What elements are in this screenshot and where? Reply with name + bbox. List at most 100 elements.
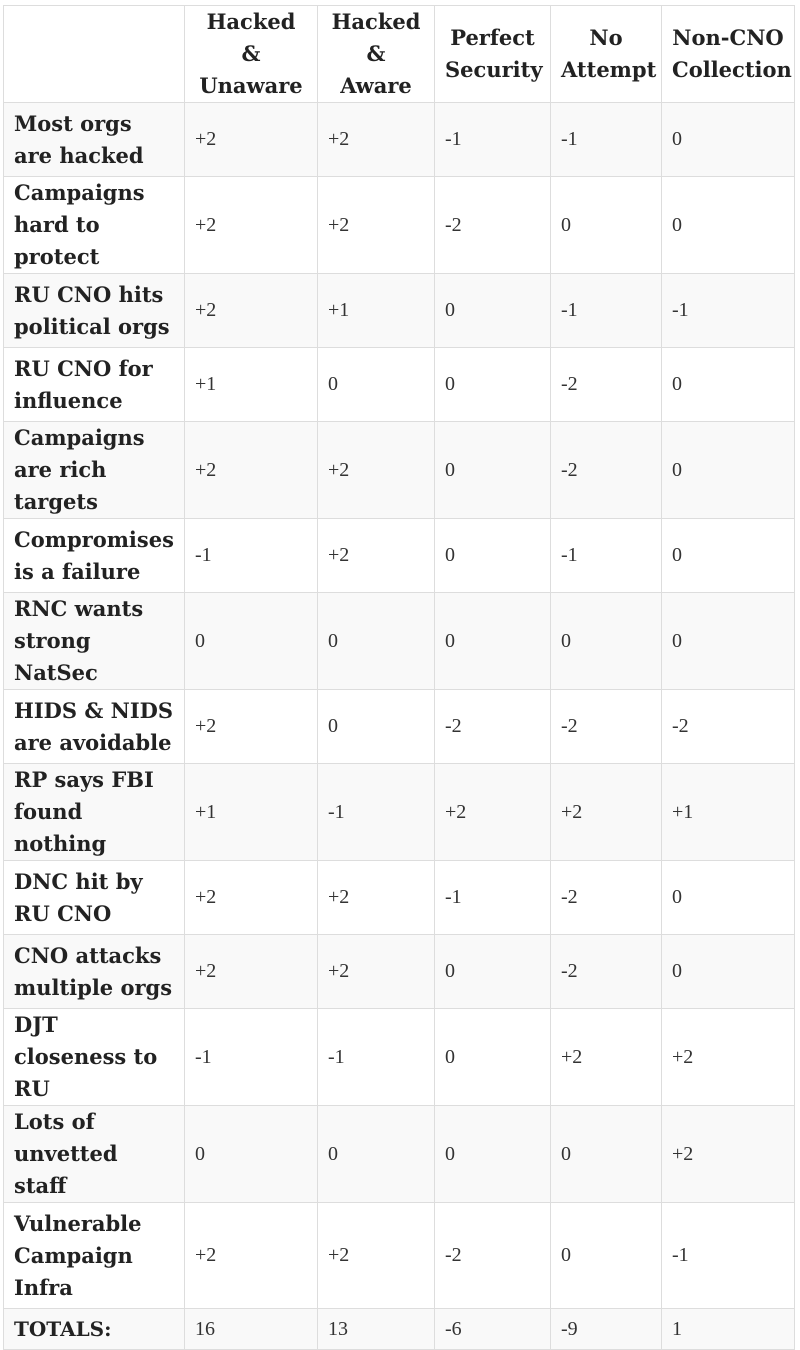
score-cell: 0 (550, 1202, 662, 1309)
score-cell: 0 (661, 421, 795, 519)
evidence-label: HIDS & NIDS are avoidable (3, 689, 185, 764)
score-cell: +2 (184, 934, 318, 1009)
table-row: Vulnerable Campaign Infra +2 +2 -2 0 -1 (3, 1202, 795, 1309)
score-cell: 0 (434, 347, 551, 422)
score-cell: +2 (550, 763, 662, 861)
score-cell: 0 (661, 592, 795, 690)
score-cell: -1 (184, 1008, 318, 1106)
evidence-label: RNC wants strong NatSec (3, 592, 185, 690)
total-cell: 16 (184, 1308, 318, 1350)
score-cell: +2 (317, 1202, 435, 1309)
score-cell: 0 (661, 102, 795, 177)
score-cell: -1 (434, 102, 551, 177)
score-cell: +2 (661, 1105, 795, 1203)
score-cell: +2 (184, 860, 318, 935)
evidence-label: DJT closeness to RU (3, 1008, 185, 1106)
score-cell: 0 (550, 176, 662, 274)
score-cell: +2 (184, 421, 318, 519)
table-row: Most orgs are hacked +2 +2 -1 -1 0 (3, 102, 795, 177)
evidence-label: RU CNO hits political orgs (3, 273, 185, 348)
score-cell: +1 (184, 763, 318, 861)
total-cell: 13 (317, 1308, 435, 1350)
total-cell: 1 (661, 1308, 795, 1350)
score-cell: 0 (434, 934, 551, 1009)
score-cell: -1 (550, 518, 662, 593)
score-cell: +2 (317, 102, 435, 177)
score-cell: 0 (434, 273, 551, 348)
score-cell: 0 (434, 1105, 551, 1203)
score-cell: +2 (317, 860, 435, 935)
score-cell: 0 (661, 176, 795, 274)
score-cell: +2 (184, 689, 318, 764)
score-cell: 0 (661, 518, 795, 593)
table-row: Campaigns hard to protect +2 +2 -2 0 0 (3, 176, 795, 274)
table-row: DNC hit by RU CNO +2 +2 -1 -2 0 (3, 860, 795, 935)
score-cell: -2 (550, 860, 662, 935)
table-row: Lots of unvetted staff 0 0 0 0 +2 (3, 1105, 795, 1203)
score-cell: +2 (317, 421, 435, 519)
score-cell: -1 (550, 102, 662, 177)
table-row: RP says FBI found nothing +1 -1 +2 +2 +1 (3, 763, 795, 861)
corner-cell (3, 5, 185, 103)
table-row: RU CNO hits political orgs +2 +1 0 -1 -1 (3, 273, 795, 348)
evidence-label: Lots of unvetted staff (3, 1105, 185, 1203)
score-cell: -2 (550, 689, 662, 764)
score-cell: -1 (550, 273, 662, 348)
score-cell: -1 (661, 273, 795, 348)
score-cell: +2 (184, 1202, 318, 1309)
score-cell: 0 (434, 421, 551, 519)
score-cell: 0 (434, 518, 551, 593)
score-cell: -2 (550, 347, 662, 422)
score-cell: 0 (317, 592, 435, 690)
score-cell: +1 (317, 273, 435, 348)
table-row: RNC wants strong NatSec 0 0 0 0 0 (3, 592, 795, 690)
score-cell: 0 (184, 1105, 318, 1203)
score-cell: +2 (317, 176, 435, 274)
score-cell: -2 (434, 689, 551, 764)
score-cell: +2 (434, 763, 551, 861)
total-cell: -6 (434, 1308, 551, 1350)
total-cell: -9 (550, 1308, 662, 1350)
score-cell: 0 (317, 347, 435, 422)
header-hacked-unaware: Hacked & Unaware (184, 5, 318, 103)
score-cell: -2 (434, 1202, 551, 1309)
totals-label: TOTALS: (3, 1308, 185, 1350)
score-cell: +2 (184, 273, 318, 348)
score-cell: -2 (550, 934, 662, 1009)
score-cell: 0 (317, 1105, 435, 1203)
table-row: Campaigns are rich targets +2 +2 0 -2 0 (3, 421, 795, 519)
header-perfect-security: Perfect Security (434, 5, 551, 103)
score-cell: -1 (184, 518, 318, 593)
table-row: Compromises is a failure -1 +2 0 -1 0 (3, 518, 795, 593)
score-cell: +1 (184, 347, 318, 422)
score-cell: -1 (434, 860, 551, 935)
score-cell: +2 (661, 1008, 795, 1106)
header-hacked-aware: Hacked & Aware (317, 5, 435, 103)
evidence-label: Campaigns are rich targets (3, 421, 185, 519)
header-non-cno-collection: Non-CNO Collection (661, 5, 795, 103)
score-cell: +2 (184, 102, 318, 177)
table-row: HIDS & NIDS are avoidable +2 0 -2 -2 -2 (3, 689, 795, 764)
score-cell: 0 (317, 689, 435, 764)
table-row: CNO attacks multiple orgs +2 +2 0 -2 0 (3, 934, 795, 1009)
score-cell: 0 (661, 347, 795, 422)
evidence-label: Compromises is a failure (3, 518, 185, 593)
score-cell: 0 (550, 592, 662, 690)
evidence-label: DNC hit by RU CNO (3, 860, 185, 935)
score-cell: +2 (184, 176, 318, 274)
score-cell: -1 (317, 1008, 435, 1106)
score-cell: -2 (550, 421, 662, 519)
score-cell: -2 (434, 176, 551, 274)
score-cell: -1 (317, 763, 435, 861)
score-cell: +2 (317, 934, 435, 1009)
evidence-label: Vulnerable Campaign Infra (3, 1202, 185, 1309)
score-cell: -1 (661, 1202, 795, 1309)
score-cell: +2 (550, 1008, 662, 1106)
evidence-label: Most orgs are hacked (3, 102, 185, 177)
score-cell: -2 (661, 689, 795, 764)
score-cell: +2 (317, 518, 435, 593)
score-cell: 0 (434, 1008, 551, 1106)
evidence-label: RP says FBI found nothing (3, 763, 185, 861)
score-cell: 0 (550, 1105, 662, 1203)
score-cell: +1 (661, 763, 795, 861)
